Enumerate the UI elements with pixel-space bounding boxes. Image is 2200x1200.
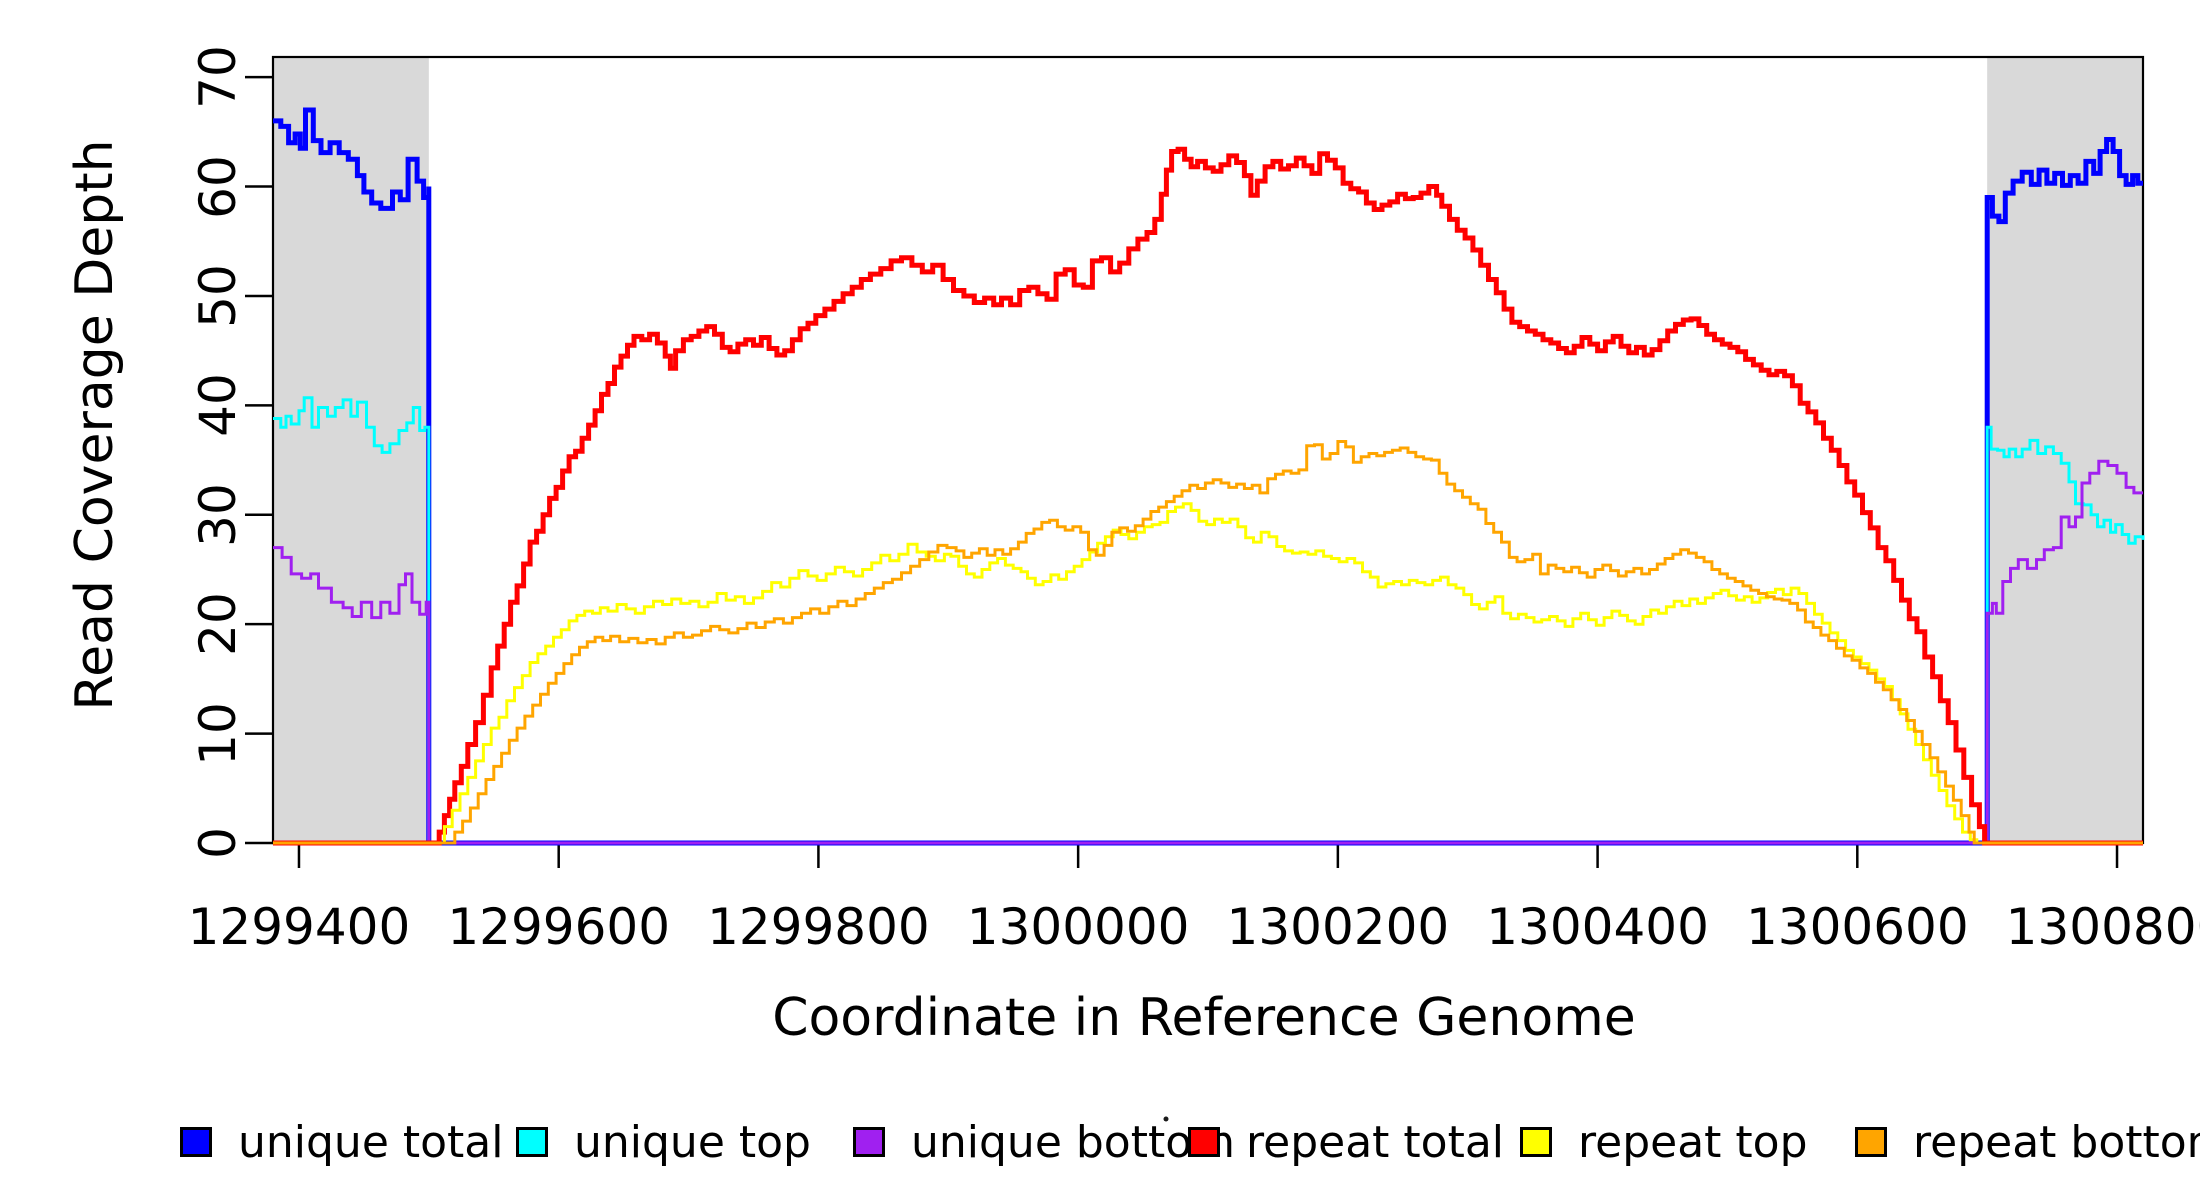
plot-border <box>271 55 2145 845</box>
legend-label: unique top <box>574 1116 811 1168</box>
y-tick-label: 10 <box>189 701 247 766</box>
left-gray-band <box>273 57 429 843</box>
legend-item-repeat-total: repeat total <box>1188 1117 1504 1168</box>
x-tick-label: 1300400 <box>1486 898 1709 956</box>
x-tick-label: 1300600 <box>1745 898 1969 956</box>
repeat-top-swatch-icon <box>1520 1127 1552 1157</box>
y-tick-label: 40 <box>189 373 247 438</box>
unique-bottom-swatch-icon <box>853 1127 885 1157</box>
y-tick-label: 70 <box>189 45 247 109</box>
legend-label: unique bottom <box>911 1116 1236 1168</box>
repeat-total-swatch-icon <box>1188 1127 1220 1157</box>
x-tick-label: 1300200 <box>1226 898 1450 956</box>
legend-item-unique-bottom: unique bottom <box>853 1117 1235 1168</box>
y-tick-label: 20 <box>189 592 247 656</box>
series-repeat-bottom <box>273 440 2143 845</box>
series-unique-bottom <box>273 459 2143 845</box>
legend-label: unique total <box>238 1116 504 1168</box>
series-repeat-total <box>273 146 2143 846</box>
series-unique-total <box>273 107 2143 846</box>
repeat-bottom-swatch-icon <box>1855 1127 1887 1157</box>
legend-label: repeat total <box>1246 1116 1505 1168</box>
series-unique-top <box>273 396 2145 845</box>
legend-label: repeat top <box>1578 1116 1808 1168</box>
chart-legend: unique total unique top unique bottom re… <box>0 1117 2200 1182</box>
legend-item-repeat-bottom: repeat bottom <box>1855 1117 2200 1168</box>
legend-item-repeat-top: repeat top <box>1520 1117 1808 1168</box>
x-tick-label: 1300000 <box>966 898 1190 956</box>
y-tick-label: 0 <box>189 827 247 859</box>
legend-item-unique-top: unique top <box>516 1117 811 1168</box>
x-axis-title: Coordinate in Reference Genome <box>772 988 1636 1048</box>
x-tick-label: 1299400 <box>187 898 411 956</box>
x-tick-label: 1299600 <box>447 898 671 956</box>
y-tick-label: 30 <box>189 482 247 547</box>
legend-item-unique-total: unique total <box>180 1117 503 1168</box>
legend-label: repeat bottom <box>1913 1116 2200 1168</box>
y-tick-label: 50 <box>189 264 247 328</box>
unique-total-swatch-icon <box>180 1127 212 1157</box>
unique-top-swatch-icon <box>516 1127 548 1157</box>
x-tick-label: 1299800 <box>707 898 930 956</box>
y-axis-title: Read Coverage Depth <box>65 139 125 711</box>
stray-point-dot <box>1163 1116 1169 1122</box>
y-tick-label: 60 <box>189 154 247 219</box>
series-repeat-top <box>273 502 2143 845</box>
